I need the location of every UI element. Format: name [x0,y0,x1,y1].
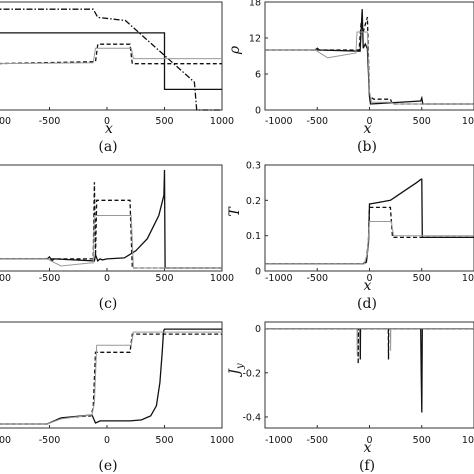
x-tick-label: 10 [462,273,474,284]
plot-frame [0,1,223,111]
x-tick-label: -500 [306,116,328,127]
y-tick-label: 0.3 [246,161,261,172]
plot-frame [0,164,223,272]
series-line-4 [0,47,222,65]
series-line-3 [0,331,222,425]
plot-frame [264,321,474,429]
x-axis-label: x [364,121,372,137]
panel-label: (a) [98,139,117,155]
y-tick-label: -0.2 [242,368,261,379]
series-line-3 [265,221,474,265]
x-tick-label: 1000 [210,273,234,284]
x-tick-label: 0 [366,435,372,446]
series-line-2 [0,333,222,425]
panel-3: 00 -500 0 500 1000 (c) [0,164,234,312]
series-line-2 [0,182,222,269]
x-tick-label: 10 [462,435,474,446]
x-tick-label: 0 [366,116,372,127]
series-line-3 [0,43,222,65]
y-tick-label: 6 [255,70,261,81]
y-axis-label: ρ [227,45,243,55]
series-line-1 [0,169,222,269]
series-line-1 [265,9,474,105]
x-tick-label: 500 [413,273,431,284]
panel-1: 00 -500 0 500 1000 x (a) [0,1,234,155]
panel-label: (c) [99,296,118,312]
x-tick-label: -500 [39,435,61,446]
x-tick-label: 500 [413,116,431,127]
y-tick-label: 0 [255,106,261,117]
y-tick-label: 0 [255,267,261,278]
x-tick-label: 00 [0,435,11,446]
plot-frame [0,321,223,429]
x-tick-label: 00 [0,116,11,127]
x-tick-label: -1000 [265,116,293,127]
y-tick-label: 0.1 [246,231,261,242]
panel-label: (f) [359,458,375,474]
x-axis-label: x [105,121,113,137]
x-tick-label: 0 [104,435,110,446]
panel-label: (e) [98,458,117,474]
y-tick-label: 12 [249,34,261,45]
series-line-1 [0,328,222,425]
x-tick-label: 500 [155,273,173,284]
x-axis-label: x [364,278,372,294]
x-tick-label: 1000 [210,435,234,446]
series-line-1 [265,327,474,413]
x-tick-label: 500 [155,116,173,127]
x-tick-label: -500 [39,273,61,284]
series-line-1 [0,32,222,91]
x-tick-label: 1000 [210,116,234,127]
series-line-2 [265,327,474,365]
x-tick-label: 0 [104,116,110,127]
panel-4: -1000 -500 0 500 10 0 0.1 0.2 0.3 x T (d) [227,161,474,312]
panel-5: 00 -500 0 500 1000 (e) [0,321,234,474]
y-axis-label: T [227,206,243,217]
x-tick-label: -500 [39,116,61,127]
x-tick-label: -500 [306,273,328,284]
x-tick-label: -1000 [265,273,293,284]
x-axis-label: x [364,440,372,456]
x-tick-label: 500 [413,435,431,446]
x-tick-label: 10 [462,116,474,127]
series-line-3 [265,328,474,356]
x-tick-label: 0 [366,273,372,284]
x-tick-label: -1000 [265,435,293,446]
x-tick-label: 00 [0,273,11,284]
panel-label: (d) [357,296,377,312]
x-tick-label: 500 [155,435,173,446]
x-tick-label: 0 [104,273,110,284]
y-tick-label: 0 [255,324,261,335]
y-tick-label: 18 [249,0,261,9]
series-line-3 [0,215,222,269]
series-line-3 [265,31,474,105]
panel-2: -1000 -500 0 500 10 0 6 12 18 x ρ (b) [227,0,474,155]
series-line-2 [0,8,222,111]
y-tick-label: -0.4 [242,412,261,423]
x-tick-label: -500 [306,435,328,446]
y-tick-label: 0.2 [246,196,261,207]
panel-label: (b) [357,139,377,155]
